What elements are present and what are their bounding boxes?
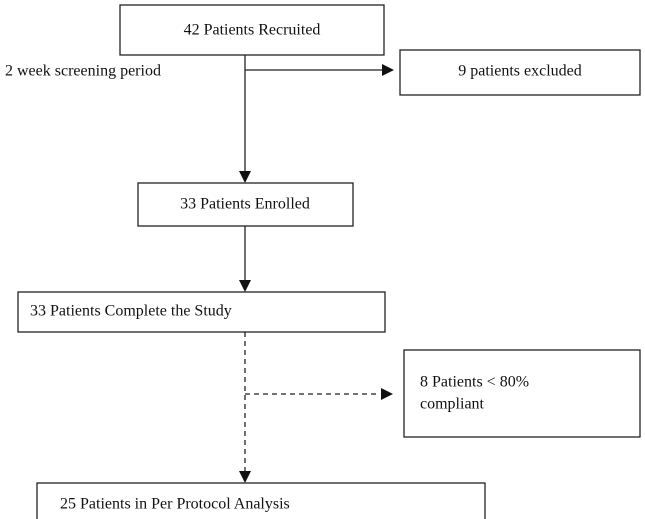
- arrowhead: [239, 471, 251, 483]
- node-label: 25 Patients in Per Protocol Analysis: [60, 496, 290, 513]
- node-box: [119, 4, 385, 56]
- node-box: [403, 349, 641, 438]
- arrowhead: [381, 388, 393, 400]
- node-box: [36, 482, 486, 519]
- node-label: 9 patients excluded: [458, 63, 582, 80]
- edge-label: 2 week screening period: [5, 63, 161, 80]
- arrowhead: [239, 171, 251, 183]
- node-label-line: compliant: [420, 396, 485, 413]
- arrowhead: [239, 280, 251, 292]
- node-box: [137, 182, 354, 227]
- node-label: 42 Patients Recruited: [184, 22, 321, 39]
- node-label: 33 Patients Complete the Study: [30, 303, 232, 320]
- node-label: 33 Patients Enrolled: [180, 196, 310, 213]
- node-box: [399, 49, 641, 96]
- arrowhead: [382, 64, 394, 76]
- node-box: [17, 291, 386, 333]
- node-label-line: 8 Patients < 80%: [420, 374, 529, 391]
